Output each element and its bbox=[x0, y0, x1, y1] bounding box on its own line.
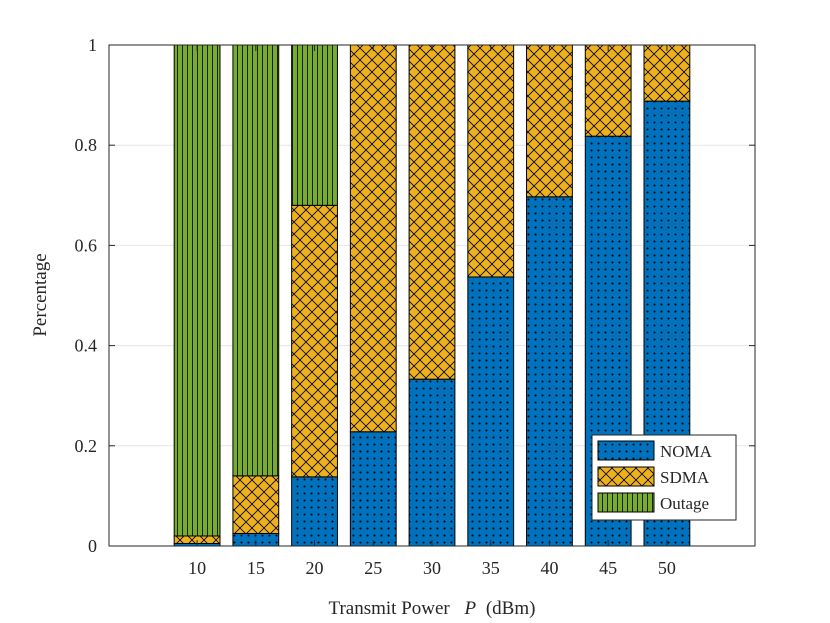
x-tick-label-15: 15 bbox=[247, 558, 265, 578]
x-axis-label-unit: (dBm) bbox=[486, 598, 536, 619]
y-tick-label-2: 0.4 bbox=[75, 336, 98, 356]
x-tick-label-10: 10 bbox=[188, 558, 206, 578]
bar-pattern-sdma-50 bbox=[643, 44, 691, 102]
x-tick-label-25: 25 bbox=[364, 558, 382, 578]
x-tick-label-30: 30 bbox=[423, 558, 441, 578]
bar-pattern-outage-10 bbox=[173, 44, 221, 537]
legend-entry-outage: Outage bbox=[597, 492, 709, 513]
legend-entry-noma: NOMA bbox=[597, 440, 713, 461]
y-tick-label-4: 0.8 bbox=[75, 135, 98, 155]
x-tick-label-50: 50 bbox=[658, 558, 676, 578]
bar-pattern-sdma-30 bbox=[408, 44, 456, 380]
bar-pattern-sdma-35 bbox=[467, 44, 515, 278]
y-tick-label-0: 0 bbox=[88, 536, 97, 556]
bar-pattern-noma-40 bbox=[526, 196, 573, 547]
bar-pattern-sdma-40 bbox=[526, 44, 573, 198]
legend-swatch-noma-pattern bbox=[598, 441, 654, 460]
x-tick-label-45: 45 bbox=[599, 558, 617, 578]
legend-swatch-sdma-pattern bbox=[598, 467, 654, 486]
legend-swatch-outage-pattern bbox=[598, 493, 654, 512]
legend-label-outage: Outage bbox=[660, 494, 709, 513]
axis-ticks: 10 15 20 25 30 35 40 45 50 0 0.2 0.4 0.6 0.8 1 bbox=[75, 35, 755, 578]
y-tick-label-3: 0.6 bbox=[75, 235, 98, 255]
x-axis-label-text: Transmit Power bbox=[329, 598, 451, 619]
bar-pattern-noma-25 bbox=[349, 431, 397, 547]
x-axis-label: Transmit Power P (dBm) bbox=[329, 598, 536, 619]
legend-entry-sdma: SDMA bbox=[597, 466, 710, 487]
bar-pattern-noma-35 bbox=[467, 276, 515, 547]
y-tick-label-1: 0.2 bbox=[75, 436, 98, 456]
x-axis-label-variable: P bbox=[464, 598, 477, 619]
y-tick-label-5: 1 bbox=[88, 35, 97, 55]
x-tick-label-40: 40 bbox=[540, 558, 558, 578]
bar-pattern-noma-30 bbox=[408, 378, 456, 547]
bar-pattern-sdma-15 bbox=[232, 475, 280, 534]
bar-pattern-outage-15 bbox=[232, 44, 280, 477]
x-tick-label-20: 20 bbox=[306, 558, 324, 578]
x-tick-label-35: 35 bbox=[482, 558, 500, 578]
y-axis-label: Percentage bbox=[30, 253, 51, 336]
bar-pattern-sdma-45 bbox=[584, 44, 632, 137]
bar-pattern-outage-20 bbox=[291, 44, 338, 206]
bar-pattern-noma-20 bbox=[291, 476, 338, 547]
legend-label-sdma: SDMA bbox=[660, 468, 710, 487]
bar-pattern-sdma-20 bbox=[291, 204, 338, 478]
bar-pattern-sdma-25 bbox=[349, 44, 397, 433]
legend-label-noma: NOMA bbox=[660, 442, 713, 461]
legend: NOMA SDMA Outage bbox=[591, 434, 737, 521]
